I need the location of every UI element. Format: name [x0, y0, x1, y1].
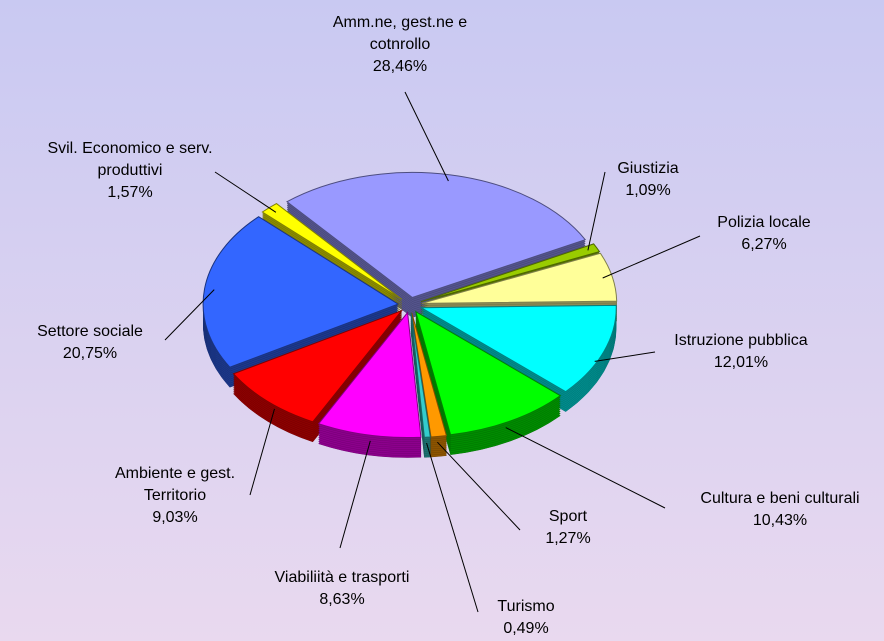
data-label: Sport 1,27% — [528, 506, 608, 550]
data-label: Amm.ne, gest.ne e cotnrollo 28,46% — [310, 12, 490, 78]
slice — [419, 304, 617, 393]
leader-line — [164, 289, 215, 341]
value-label: 1,27% — [545, 530, 591, 547]
slice — [411, 312, 448, 438]
data-label: Settore sociale 20,75% — [10, 321, 170, 365]
category-label: Turismo — [497, 598, 555, 615]
value-label: 0,49% — [503, 620, 549, 637]
slice — [286, 171, 587, 299]
category-label: Svil. Economico e serv. produttivi — [47, 140, 213, 179]
value-label: 28,46% — [372, 58, 428, 75]
category-label: Cultura e beni culturali — [700, 490, 860, 507]
data-label: Polizia locale 6,27% — [694, 212, 834, 256]
value-label: 1,57% — [107, 184, 153, 201]
slice — [317, 311, 422, 439]
value-label: 20,75% — [62, 345, 118, 362]
data-label: Turismo 0,49% — [476, 596, 576, 640]
data-label: Svil. Economico e serv. produttivi 1,57% — [43, 138, 218, 204]
leader-line — [594, 351, 656, 362]
data-label: Giustizia 1,09% — [588, 158, 708, 202]
leader-line — [339, 440, 371, 549]
leader-line — [404, 91, 449, 182]
value-label: 9,03% — [152, 509, 198, 526]
value-label: 12,01% — [713, 354, 769, 371]
slice — [232, 309, 404, 423]
category-label: Settore sociale — [37, 323, 143, 340]
leader-line — [505, 427, 666, 509]
leader-line — [214, 171, 277, 213]
category-label: Polizia locale — [717, 214, 811, 231]
slice — [202, 216, 400, 368]
slice — [421, 252, 618, 304]
leader-line — [437, 441, 521, 531]
category-label: Viabiliità e trasporti — [274, 569, 410, 586]
value-label: 10,43% — [752, 512, 808, 529]
value-label: 8,63% — [319, 591, 365, 608]
leader-line — [602, 235, 701, 279]
slice — [415, 310, 562, 436]
category-label: Sport — [548, 508, 588, 525]
data-label: Ambiente e gest. Territorio 9,03% — [100, 463, 250, 529]
slice — [410, 312, 431, 438]
value-label: 1,09% — [625, 182, 671, 199]
leader-line — [249, 408, 275, 496]
leader-line — [587, 171, 606, 251]
category-label: Istruzione pubblica — [674, 332, 808, 349]
category-label: Giustizia — [617, 160, 679, 177]
data-label: Cultura e beni culturali 10,43% — [670, 488, 884, 532]
leader-line — [426, 442, 479, 613]
category-label: Ambiente e gest. Territorio — [114, 465, 236, 504]
data-label: Istruzione pubblica 12,01% — [646, 330, 836, 374]
value-label: 6,27% — [741, 236, 787, 253]
data-label: Viabiliità e trasporti 8,63% — [242, 567, 442, 611]
category-label: Amm.ne, gest.ne e cotnrollo — [332, 14, 468, 53]
slice — [420, 243, 601, 303]
